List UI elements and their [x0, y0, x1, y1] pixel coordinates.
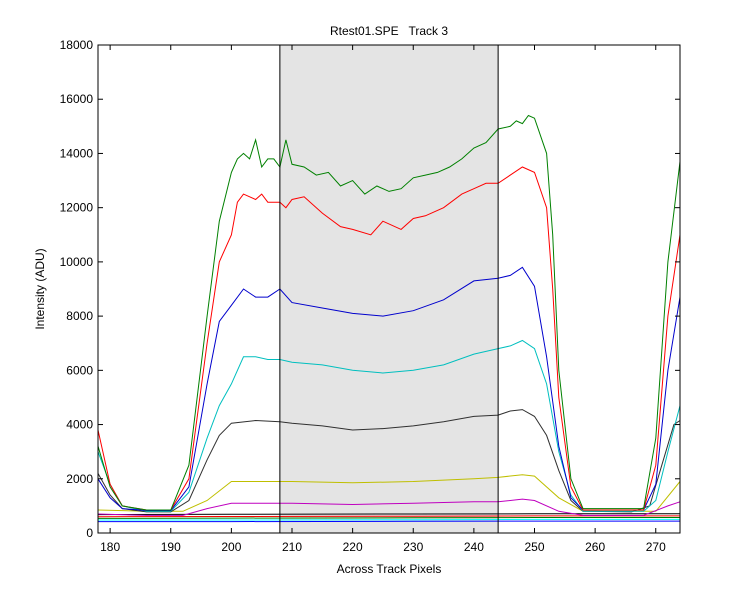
- x-tick-label: 210: [282, 540, 302, 554]
- x-tick-label: 200: [221, 540, 241, 554]
- series-layer: [97, 114, 681, 523]
- series-line-10: [97, 266, 681, 511]
- y-axis: 0 2000 4000 6000 8000 10000 12000 14000 16000 180…: [60, 38, 680, 540]
- y-tick-label: 14000: [60, 146, 94, 160]
- x-axis-label: Across Track Pixels: [337, 562, 442, 576]
- plot-frame: [97, 44, 681, 534]
- series-line-3: [97, 517, 680, 519]
- x-tick-label: 250: [524, 540, 544, 554]
- chart-title: Rtest01.SPE Track 3: [330, 24, 448, 38]
- x-tick-label: 220: [343, 540, 363, 554]
- series-line-1: [98, 520, 680, 523]
- x-tick-label: 260: [585, 540, 605, 554]
- y-axis-label: Intensity (ADU): [33, 248, 47, 329]
- x-tick-label: 180: [100, 540, 120, 554]
- y-tick-label: 16000: [60, 92, 94, 106]
- x-axis: 180 190 200 210 220 230 240 250 260 270: [100, 45, 666, 554]
- y-tick-label: 18000: [60, 38, 94, 52]
- x-tick-label: 240: [464, 540, 484, 554]
- series-line-7: [97, 498, 681, 516]
- y-tick-label: 0: [86, 526, 93, 540]
- selected-region: [279, 45, 499, 533]
- x-tick-label: 270: [646, 540, 666, 554]
- series-line-12: [97, 114, 681, 511]
- y-tick-label: 8000: [66, 309, 93, 323]
- y-tick-label: 6000: [66, 363, 93, 377]
- x-tick-label: 230: [403, 540, 423, 554]
- y-tick-label: 10000: [60, 255, 94, 269]
- x-tick-label: 190: [161, 540, 181, 554]
- series-line-11: [97, 166, 681, 511]
- series-line-2: [98, 518, 680, 521]
- y-tick-label: 2000: [66, 472, 93, 486]
- y-tick-label: 12000: [60, 201, 94, 215]
- y-tick-label: 4000: [66, 418, 93, 432]
